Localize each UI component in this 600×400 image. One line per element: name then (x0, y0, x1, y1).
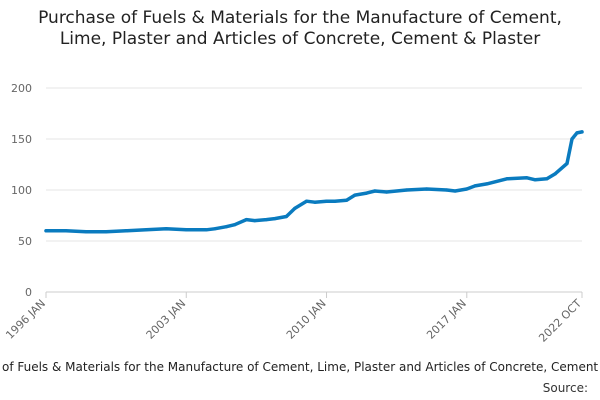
y-tick-label: 50 (18, 235, 32, 248)
data-point (324, 199, 329, 203)
data-point (284, 214, 288, 219)
series-line (44, 130, 584, 234)
y-tick-label: 200 (11, 82, 32, 95)
x-tick-label: 2017 JAN (424, 297, 469, 342)
data-point (333, 199, 337, 203)
data-point (405, 188, 409, 192)
data-point (385, 190, 389, 194)
data-point (565, 161, 569, 166)
data-point (465, 187, 469, 191)
data-point (184, 228, 188, 232)
data-point (545, 177, 549, 181)
y-tick-label: 150 (11, 133, 32, 146)
data-point (253, 219, 257, 223)
data-point (204, 228, 208, 232)
chart-title: Purchase of Fuels & Materials for the Ma… (38, 8, 562, 49)
y-tick-label: 100 (11, 184, 32, 197)
data-point (84, 230, 88, 234)
data-point (553, 172, 557, 176)
data-point (425, 187, 429, 191)
x-tick-label: 2003 JAN (144, 297, 189, 342)
data-point (293, 206, 297, 210)
data-point (104, 230, 108, 234)
data-point (164, 227, 168, 231)
data-point (273, 217, 277, 221)
source-label: Source: (542, 381, 588, 395)
data-point (224, 225, 228, 229)
data-point (233, 223, 237, 227)
data-point (365, 191, 369, 195)
data-point (505, 177, 509, 181)
data-point (353, 193, 357, 197)
data-point (533, 178, 537, 182)
y-tick-label: 0 (25, 286, 32, 299)
data-point (580, 130, 584, 134)
data-point (473, 184, 477, 188)
data-point (453, 189, 457, 193)
data-point (373, 189, 377, 193)
data-point (64, 229, 68, 233)
data-point (213, 227, 217, 231)
x-tick-label: 1996 JAN (3, 297, 48, 342)
data-point (44, 229, 48, 233)
data-point (264, 218, 268, 222)
data-point (445, 188, 449, 192)
data-point (313, 200, 317, 204)
data-point (244, 218, 248, 222)
x-tick-label: 2010 JAN (284, 297, 329, 342)
data-point (525, 176, 529, 180)
data-point (124, 229, 128, 233)
data-point (485, 182, 489, 186)
data-point (144, 228, 148, 232)
data-point (575, 131, 579, 135)
data-point (304, 199, 309, 203)
data-point (570, 137, 574, 141)
data-point (345, 198, 349, 202)
chart-caption: Purchase of Fuels & Materials for the Ma… (0, 360, 600, 374)
x-tick-label: 2022 OCT (536, 297, 584, 345)
